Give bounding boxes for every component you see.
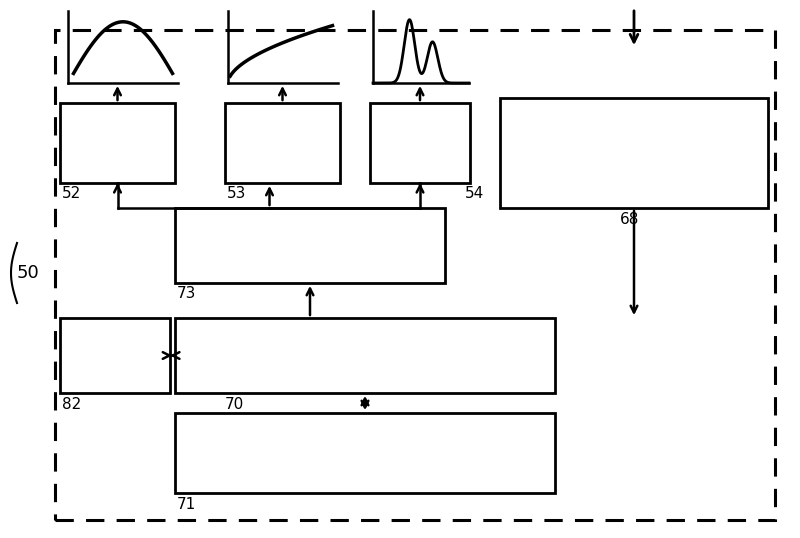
Text: 71: 71 (177, 497, 196, 512)
Bar (175, 413, 555, 493)
Text: 53: 53 (227, 186, 246, 201)
Bar (60, 318, 170, 393)
Text: 54: 54 (465, 186, 484, 201)
Text: 82: 82 (62, 397, 82, 412)
Text: 52: 52 (62, 186, 82, 201)
Text: 50: 50 (17, 264, 39, 282)
Bar (225, 103, 340, 183)
Text: 68: 68 (620, 212, 639, 227)
Bar (175, 208, 445, 283)
Text: 70: 70 (225, 397, 244, 412)
Bar (60, 103, 175, 183)
Bar (175, 318, 555, 393)
Text: 73: 73 (177, 286, 196, 301)
Bar (500, 98, 768, 208)
Bar (370, 103, 470, 183)
